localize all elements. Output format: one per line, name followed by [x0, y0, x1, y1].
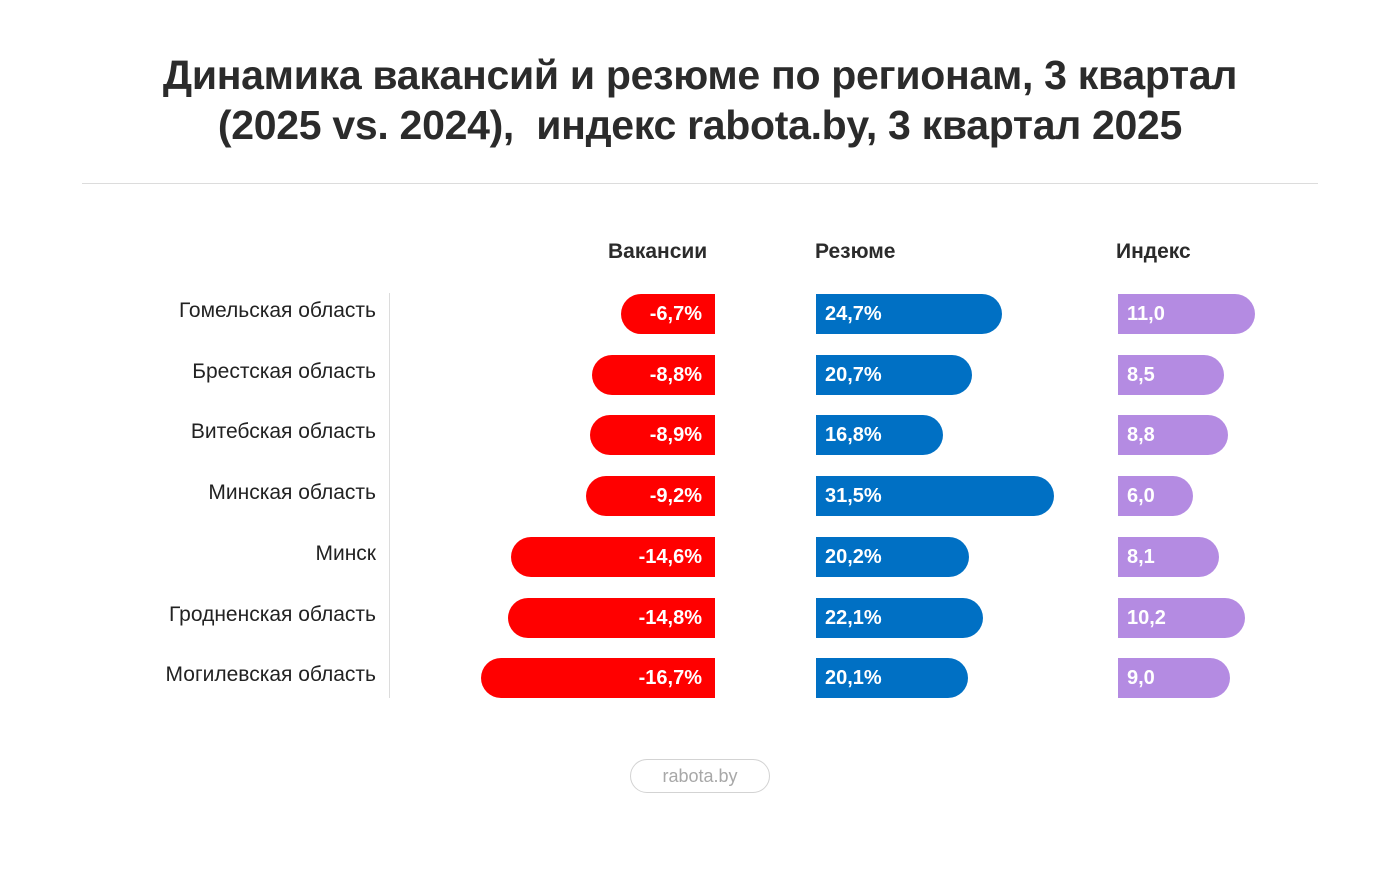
data-label-vacancies: -14,6% — [638, 546, 702, 568]
category-label: Брестская область — [192, 360, 376, 383]
data-label-vacancies: -6,7% — [649, 303, 702, 325]
chart-title: Динамика вакансий и резюме по регионам, … — [0, 50, 1400, 150]
category-label: Могилевская область — [165, 663, 376, 686]
brand-badge: rabota.by — [630, 759, 770, 793]
data-label-index: 11,0 — [1127, 303, 1165, 325]
category-axis-line — [389, 293, 390, 698]
category-label: Гродненская область — [168, 603, 376, 626]
chart-title-line-1: Динамика вакансий и резюме по регионам, … — [162, 52, 1238, 98]
bar-index — [1118, 598, 1245, 638]
data-label-resumes: 20,7% — [825, 364, 882, 386]
data-label-vacancies: -9,2% — [649, 485, 702, 507]
data-label-resumes: 24,7% — [825, 303, 882, 325]
bar-index — [1118, 476, 1193, 516]
chart-title-line-2: (2025 vs. 2024), индекс rabota.by, 3 ква… — [217, 102, 1183, 148]
bar-resumes — [816, 537, 969, 577]
data-label-index: 6,0 — [1127, 485, 1155, 507]
bar-resumes — [816, 355, 973, 395]
bar-resumes — [816, 658, 968, 698]
data-label-resumes: 31,5% — [825, 485, 882, 507]
bar-resumes — [816, 294, 1003, 334]
bar-index — [1118, 294, 1255, 334]
data-label-vacancies: -16,7% — [638, 667, 702, 689]
data-label-resumes: 16,8% — [825, 424, 882, 446]
bar-index — [1118, 537, 1219, 577]
category-label: Гомельская область — [178, 299, 376, 322]
bar-index — [1118, 658, 1231, 698]
category-label: Минская область — [208, 481, 376, 504]
title-divider — [82, 183, 1318, 184]
bar-index — [1118, 415, 1228, 455]
data-label-vacancies: -14,8% — [638, 607, 702, 629]
bar-vacancies — [510, 537, 715, 577]
data-label-index: 8,1 — [1127, 546, 1155, 568]
bar-resumes — [816, 598, 983, 638]
data-label-vacancies: -8,8% — [649, 364, 702, 386]
data-label-resumes: 22,1% — [825, 607, 882, 629]
bar-vacancies — [621, 294, 715, 334]
bar-vacancies — [586, 476, 715, 516]
column-header-vacancies: Вакансии — [608, 240, 708, 263]
category-label: Минск — [315, 542, 376, 565]
bar-vacancies — [507, 598, 715, 638]
data-label-index: 9,0 — [1127, 667, 1155, 689]
bar-resumes — [816, 476, 1054, 516]
data-label-resumes: 20,2% — [825, 546, 882, 568]
data-label-index: 8,5 — [1127, 364, 1155, 386]
bar-resumes — [816, 415, 943, 455]
bar-vacancies — [591, 355, 715, 395]
data-label-resumes: 20,1% — [825, 667, 882, 689]
data-label-index: 10,2 — [1127, 607, 1166, 629]
bar-index — [1118, 355, 1224, 395]
data-label-vacancies: -8,9% — [649, 424, 702, 446]
category-label: Витебская область — [190, 420, 376, 443]
bar-vacancies — [590, 415, 715, 455]
column-header-index: Индекс — [1116, 240, 1191, 263]
column-header-resumes: Резюме — [815, 240, 896, 263]
data-label-index: 8,8 — [1127, 424, 1155, 446]
bar-vacancies — [481, 658, 715, 698]
